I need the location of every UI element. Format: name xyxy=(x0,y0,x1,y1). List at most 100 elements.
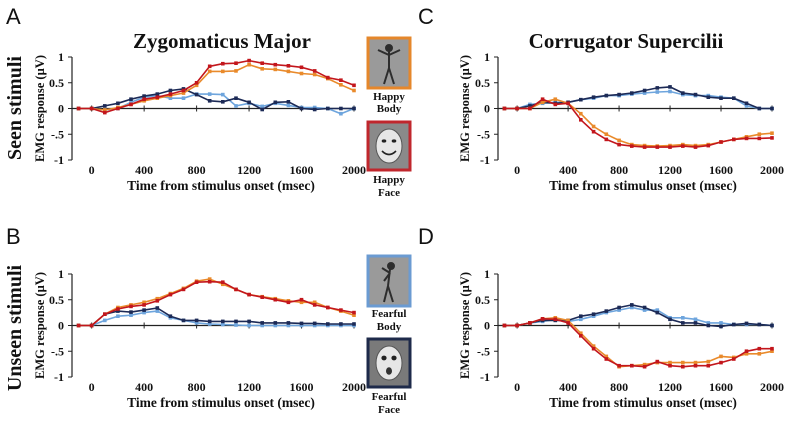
data-point-navy-d xyxy=(744,321,749,326)
data-point-red-a xyxy=(299,65,304,70)
data-point-red-c xyxy=(732,137,736,142)
data-point-red-a xyxy=(326,75,330,80)
data-point-red-d xyxy=(566,321,570,325)
data-point-lightblue-b xyxy=(234,323,238,327)
series-line-red-a xyxy=(78,59,355,114)
data-point-orange-d xyxy=(706,359,711,364)
data-point-red-a xyxy=(221,61,225,66)
data-point-navy-b xyxy=(168,314,173,318)
fearful-body-frame xyxy=(366,254,412,308)
data-point-red-b xyxy=(273,297,278,302)
data-point-red-b xyxy=(76,323,81,328)
data-point-lightblue-d xyxy=(642,308,647,312)
data-point-red-d xyxy=(515,323,519,328)
data-point-red-a xyxy=(155,95,160,99)
data-point-navy-d xyxy=(770,323,774,328)
y-tick-label-c: 0 xyxy=(484,102,490,116)
data-point-red-c xyxy=(528,106,532,111)
y-tick-label-b: 1 xyxy=(58,267,64,281)
fearful-face-caption-line2: Face xyxy=(378,404,400,416)
data-point-red-d xyxy=(655,359,660,364)
data-point-navy-d xyxy=(642,305,647,310)
data-point-red-b xyxy=(207,279,212,284)
data-point-navy-c xyxy=(591,95,596,99)
data-point-navy-b xyxy=(194,318,199,323)
y-axis-label-a: EMG response (µV) xyxy=(33,55,47,162)
x-tick-label-b: 0 xyxy=(89,380,95,394)
x-tick-label-c: 400 xyxy=(559,163,577,177)
data-point-orange-d xyxy=(757,352,762,356)
data-point-lightblue-b xyxy=(129,313,133,317)
data-point-red-a xyxy=(129,102,133,107)
data-point-lightblue-a xyxy=(207,92,212,96)
data-point-lightblue-b xyxy=(194,321,199,325)
happy-body-caption-line1: Happy xyxy=(373,91,405,103)
data-point-navy-b xyxy=(260,321,264,325)
data-point-navy-a xyxy=(194,92,199,97)
data-point-orange-a xyxy=(181,91,186,95)
data-point-red-a xyxy=(286,64,291,68)
data-point-red-b xyxy=(326,305,330,310)
data-point-red-c xyxy=(515,106,519,111)
data-point-red-c xyxy=(604,137,609,142)
data-point-navy-a xyxy=(221,100,225,104)
data-point-navy-b xyxy=(286,321,291,325)
data-point-red-c xyxy=(744,136,749,141)
data-point-red-c xyxy=(642,145,647,149)
x-axis-label-a: Time from stimulus onset (msec) xyxy=(127,178,315,193)
data-point-red-c xyxy=(719,140,723,144)
series-line-navy-a xyxy=(78,88,354,111)
data-point-orange-b xyxy=(299,300,304,305)
data-point-navy-c xyxy=(719,96,723,100)
data-point-lightblue-b xyxy=(103,318,107,323)
data-point-navy-c xyxy=(706,95,711,99)
data-point-lightblue-b xyxy=(221,322,225,327)
data-point-red-c xyxy=(757,136,762,141)
data-point-red-a xyxy=(352,83,356,88)
data-point-red-d xyxy=(604,357,609,361)
data-point-red-b xyxy=(286,300,291,305)
data-point-lightblue-b xyxy=(155,309,160,313)
x-tick-label-d: 0 xyxy=(514,380,520,394)
y-tick-label-b: 0 xyxy=(58,319,64,333)
data-point-navy-b xyxy=(339,322,343,326)
data-point-red-b xyxy=(312,303,317,307)
data-point-orange-d xyxy=(604,354,609,359)
data-point-navy-b xyxy=(273,321,278,325)
data-point-navy-c xyxy=(604,93,609,98)
data-point-navy-d xyxy=(668,317,672,322)
y-tick-label-b: -.5 xyxy=(51,344,64,358)
y-axis-label-c: EMG response (µV) xyxy=(458,55,472,162)
data-point-red-c xyxy=(630,144,634,148)
data-point-lightblue-a xyxy=(312,105,317,110)
x-tick-label-c: 1200 xyxy=(658,163,682,177)
data-point-navy-b xyxy=(181,318,186,323)
x-tick-label-a: 800 xyxy=(188,163,206,177)
data-point-red-d xyxy=(617,363,621,368)
y-tick-label-c: 0.5 xyxy=(475,76,490,90)
data-point-navy-b xyxy=(155,306,160,310)
data-point-red-d xyxy=(642,364,647,369)
data-point-orange-a xyxy=(312,72,317,77)
data-point-lightblue-d xyxy=(681,316,685,320)
data-point-red-d xyxy=(579,334,583,338)
y-tick-label-a: -1 xyxy=(54,153,64,167)
data-point-navy-a xyxy=(260,107,264,112)
data-point-lightblue-a xyxy=(221,92,225,97)
data-point-navy-b xyxy=(116,309,120,313)
data-point-red-b xyxy=(181,287,186,292)
data-point-red-a xyxy=(103,110,107,115)
data-point-orange-c xyxy=(604,132,609,136)
x-axis-label-c: Time from stimulus onset (msec) xyxy=(549,178,737,193)
data-point-orange-d xyxy=(668,360,672,365)
stimulus-fearful-face: Fearful Face xyxy=(366,337,412,416)
data-point-red-b xyxy=(234,287,238,292)
data-point-navy-a xyxy=(299,106,304,111)
data-point-red-c xyxy=(566,101,570,106)
data-point-red-d xyxy=(540,317,545,321)
data-point-lightblue-d xyxy=(719,321,723,325)
data-point-red-a xyxy=(207,64,212,69)
panel-letter-a: A xyxy=(6,4,21,29)
data-point-lightblue-b xyxy=(299,323,304,328)
data-point-lightblue-c xyxy=(668,89,672,94)
